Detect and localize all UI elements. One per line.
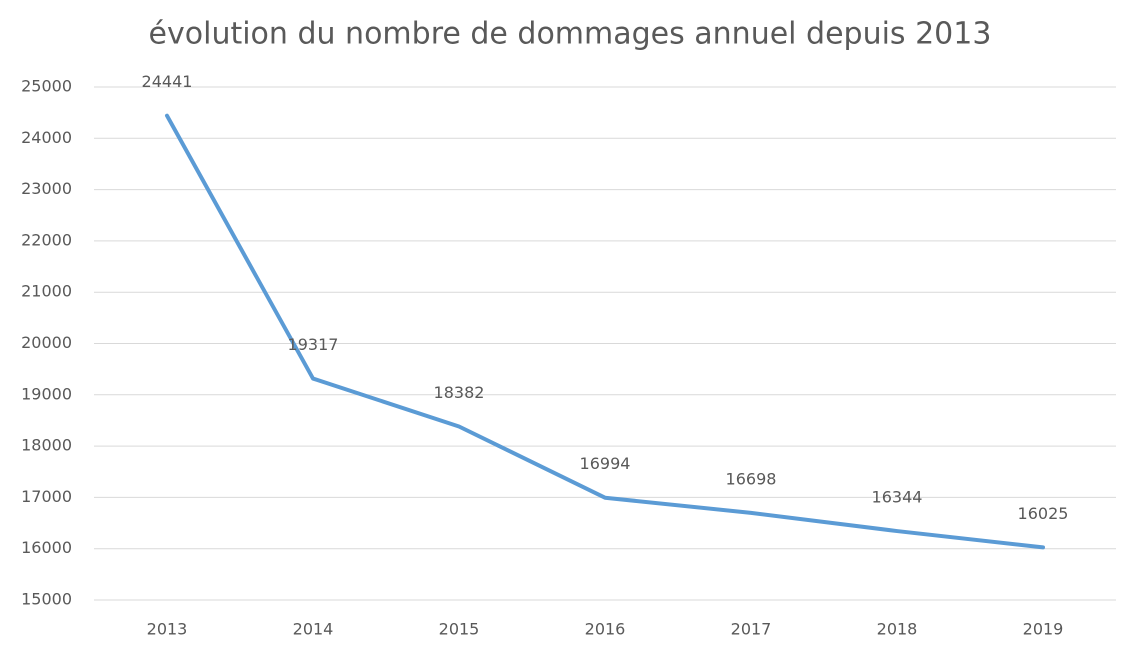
data-label: 24441 bbox=[142, 72, 193, 91]
y-tick-label: 21000 bbox=[21, 282, 72, 301]
x-tick-label: 2015 bbox=[439, 620, 480, 639]
data-label: 19317 bbox=[288, 335, 339, 354]
y-tick-label: 22000 bbox=[21, 230, 72, 249]
data-label: 16025 bbox=[1018, 504, 1069, 523]
y-tick-label: 24000 bbox=[21, 128, 72, 147]
y-tick-label: 19000 bbox=[21, 384, 72, 403]
data-label: 16994 bbox=[580, 454, 631, 473]
x-tick-label: 2016 bbox=[585, 620, 626, 639]
x-tick-label: 2014 bbox=[293, 620, 334, 639]
y-tick-label: 17000 bbox=[21, 487, 72, 506]
data-label: 18382 bbox=[434, 383, 485, 402]
x-tick-label: 2017 bbox=[731, 620, 772, 639]
x-tick-label: 2019 bbox=[1023, 620, 1064, 639]
data-label: 16344 bbox=[872, 488, 923, 507]
line-series bbox=[165, 113, 1045, 550]
y-tick-label: 23000 bbox=[21, 179, 72, 198]
y-tick-label: 18000 bbox=[21, 436, 72, 455]
y-tick-label: 20000 bbox=[21, 333, 72, 352]
y-tick-label: 16000 bbox=[21, 538, 72, 557]
x-tick-label: 2018 bbox=[877, 620, 918, 639]
chart-title: évolution du nombre de dommages annuel d… bbox=[149, 17, 992, 52]
y-tick-label: 25000 bbox=[21, 77, 72, 96]
y-tick-label: 15000 bbox=[21, 590, 72, 609]
x-tick-label: 2013 bbox=[147, 620, 188, 639]
data-label: 16698 bbox=[726, 469, 777, 488]
